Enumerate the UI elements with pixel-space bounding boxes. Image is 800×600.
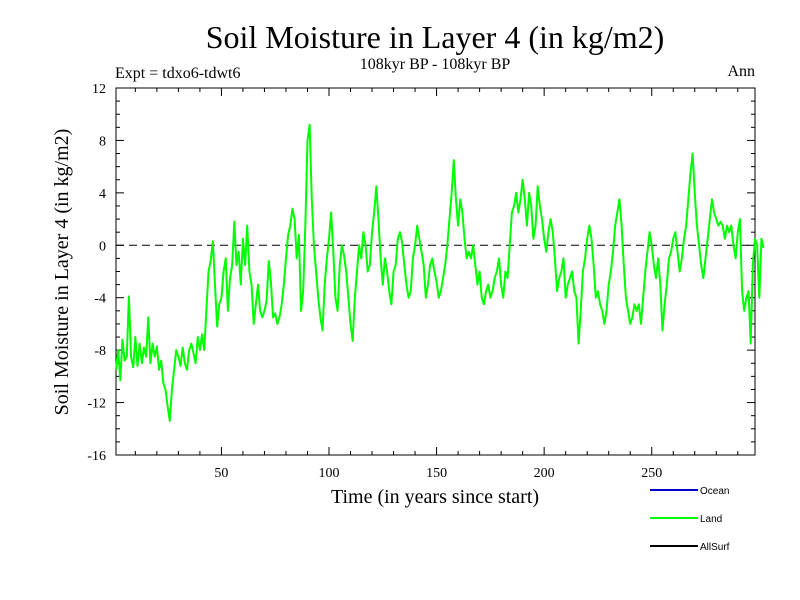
x-tick-label: 200 — [534, 466, 555, 481]
y-axis-label: Soil Moisture in Layer 4 (in kg/m2) — [51, 129, 73, 416]
chart-title: Soil Moisture in Layer 4 (in kg/m2) — [206, 19, 665, 55]
y-tick-label: -4 — [94, 292, 106, 307]
chart-subtitle: 108kyr BP - 108kyr BP — [360, 56, 511, 73]
y-tick-label: -16 — [87, 449, 106, 464]
y-tick-label: 12 — [92, 82, 106, 97]
y-tick-label: -8 — [94, 344, 106, 359]
x-axis: 50 100 150 200 250 — [134, 88, 739, 481]
y-tick-label: -12 — [87, 397, 106, 412]
legend-allsurf-label: AllSurf — [700, 542, 730, 553]
legend: Ocean Land AllSurf — [650, 486, 730, 553]
x-tick-label: 250 — [641, 466, 662, 481]
series-land-line — [115, 123, 765, 422]
x-tick-label: 50 — [214, 466, 228, 481]
legend-ocean-label: Ocean — [700, 486, 729, 497]
y-tick-label: 8 — [99, 134, 106, 149]
y-tick-label: 4 — [99, 187, 106, 202]
legend-land-label: Land — [700, 514, 722, 525]
y-axis: -16 -12 -8 -4 0 4 8 12 — [87, 82, 755, 464]
experiment-label: Expt = tdxo6-tdwt6 — [115, 65, 240, 82]
x-tick-label: 100 — [319, 466, 340, 481]
x-tick-label: 150 — [426, 466, 447, 481]
period-label: Ann — [727, 63, 755, 80]
x-axis-label: Time (in years since start) — [331, 486, 539, 508]
y-tick-label: 0 — [99, 239, 106, 254]
